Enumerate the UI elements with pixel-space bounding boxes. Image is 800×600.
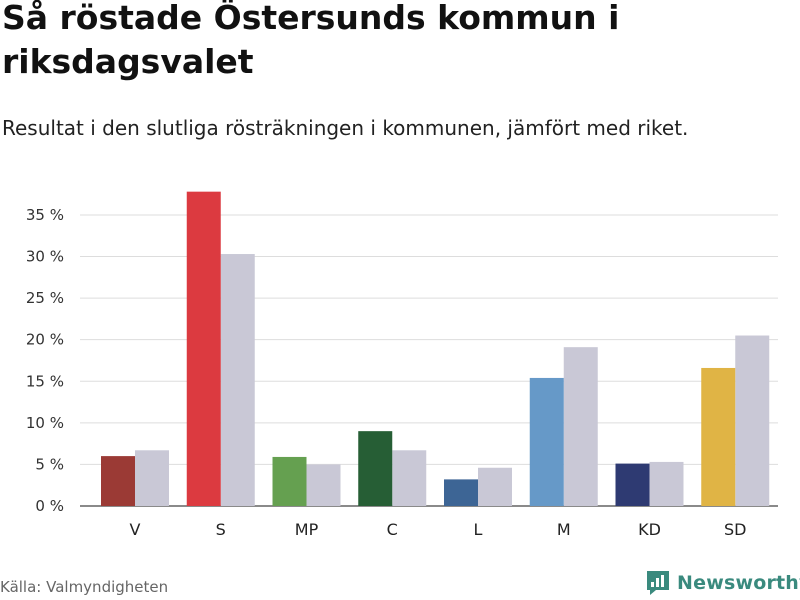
bars: [101, 191, 770, 507]
bar-kommun-v: [101, 456, 135, 506]
y-tick-label: 25 %: [26, 289, 64, 307]
bar-chart: 0 % 5 % 10 % 15 % 20 % 25 % 30 % 35 % V S MP C L M KD…: [26, 191, 778, 539]
y-tick-label: 5 %: [35, 455, 64, 473]
bar-riket-l: [478, 467, 512, 506]
y-tick-label: 20 %: [26, 331, 64, 349]
bar-riket-sd: [735, 335, 770, 506]
bar-kommun-c: [358, 431, 393, 506]
x-tick-label-sd: SD: [724, 520, 746, 539]
bar-kommun-sd: [701, 367, 736, 506]
y-tick-label: 35 %: [26, 206, 64, 224]
x-tick-label-mp: MP: [295, 520, 319, 539]
bar-riket-c: [392, 450, 427, 506]
x-tick-label-l: L: [474, 520, 483, 539]
bar-kommun-s: [186, 191, 221, 507]
chart-title: Så röstade Östersunds kommun i riksdagsv…: [2, 0, 620, 81]
bar-kommun-l: [444, 479, 478, 506]
newsworthy-logo-text: Newsworthy: [677, 572, 800, 594]
x-tick-label-m: M: [557, 520, 571, 539]
y-axis: 0 % 5 % 10 % 15 % 20 % 25 % 30 % 35 %: [26, 206, 64, 515]
bar-riket-kd: [649, 461, 684, 506]
y-tick-label: 30 %: [26, 248, 64, 266]
newsworthy-logo[interactable]: Newsworthy: [645, 568, 800, 598]
x-tick-label-c: C: [387, 520, 398, 539]
source-note: Källa: Valmyndigheten: [0, 578, 169, 596]
newsworthy-logo-icon: [647, 571, 669, 595]
x-tick-label-v: V: [130, 520, 141, 539]
bar-riket-m: [563, 347, 598, 506]
bar-kommun-kd: [615, 463, 650, 506]
bar-kommun-mp: [272, 456, 307, 506]
x-axis: V S MP C L M KD SD: [130, 520, 747, 539]
bar-kommun-m: [529, 377, 564, 506]
y-tick-label: 10 %: [26, 414, 64, 432]
bar-riket-v: [135, 450, 169, 506]
chart-subtitle: Resultat i den slutliga rösträkningen i …: [2, 116, 689, 140]
x-tick-label-s: S: [216, 520, 226, 539]
bar-riket-s: [220, 254, 255, 506]
bar-riket-mp: [306, 464, 341, 506]
y-tick-label: 15 %: [26, 372, 64, 390]
y-tick-label: 0 %: [35, 497, 64, 515]
x-tick-label-kd: KD: [638, 520, 661, 539]
